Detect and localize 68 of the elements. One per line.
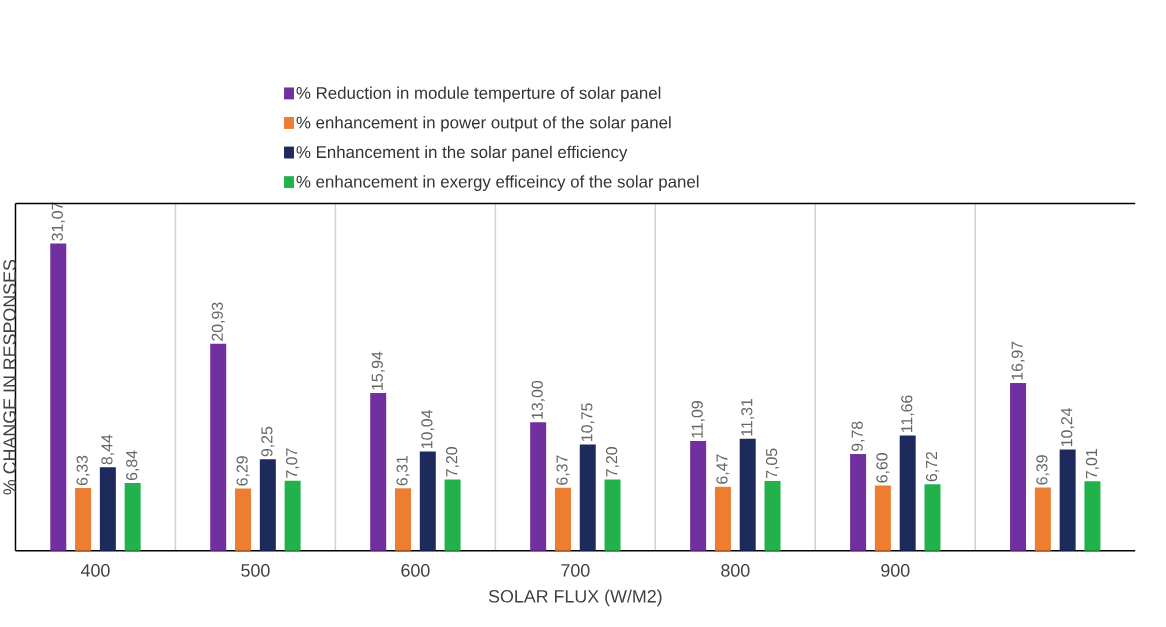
bar — [395, 488, 411, 551]
bar — [50, 243, 67, 551]
bar — [259, 459, 276, 551]
bar — [764, 481, 781, 551]
bar — [210, 343, 227, 551]
data-label: 11,09 — [691, 401, 705, 438]
data-label: 11,31 — [741, 399, 755, 436]
bar — [235, 488, 252, 551]
legend-label: % Enhancement in the solar panel efficiency — [296, 145, 628, 162]
data-label: 10,04 — [421, 410, 435, 449]
bar — [739, 438, 756, 551]
legend-label: % enhancement in exergy efficeincy of the solar panel — [296, 175, 699, 192]
bar — [99, 467, 116, 551]
bar — [444, 479, 461, 551]
x-tick-label: 500 — [241, 564, 270, 577]
bar — [579, 444, 596, 551]
bar — [1059, 449, 1076, 551]
data-label: 7,01 — [1085, 449, 1099, 479]
bar — [899, 435, 916, 551]
bar — [554, 487, 571, 551]
data-label: 7,05 — [765, 448, 780, 479]
bar — [714, 486, 731, 551]
bar — [1010, 382, 1027, 551]
bar — [284, 480, 301, 551]
data-label: 6,33 — [76, 455, 90, 486]
x-axis-title: SOLAR FLUX (W/M2) — [488, 589, 662, 607]
data-label: 16,97 — [1011, 341, 1025, 380]
data-label: 6,29 — [236, 456, 250, 486]
bar — [1084, 481, 1101, 551]
y-axis-title: % CHANGE IN RESPONSES — [3, 260, 16, 495]
bar — [419, 451, 436, 551]
bar — [850, 454, 867, 551]
bar — [124, 483, 141, 551]
data-label: 9,25 — [261, 426, 275, 457]
data-label: 7,20 — [606, 447, 620, 477]
data-label: 7,07 — [286, 448, 300, 478]
bar — [924, 484, 941, 551]
x-tick-label: 900 — [881, 564, 910, 577]
bar — [75, 488, 92, 551]
bar — [690, 441, 707, 551]
data-label: 9,78 — [851, 421, 865, 452]
data-label: 10,24 — [1061, 408, 1075, 447]
x-tick-label: 600 — [401, 564, 430, 577]
bar — [370, 393, 387, 551]
x-tick-label: 400 — [80, 564, 110, 577]
data-label: 13,00 — [531, 380, 545, 419]
data-label: 6,84 — [126, 450, 140, 481]
bar — [874, 485, 891, 551]
data-label: 8,44 — [101, 434, 115, 465]
data-label: 7,20 — [446, 447, 460, 477]
data-label: 31,07 — [51, 202, 65, 241]
bar — [530, 422, 547, 551]
data-label: 6,60 — [876, 453, 890, 483]
legend-label: % enhancement in power output of the solar panel — [296, 116, 671, 132]
x-tick-label: 800 — [721, 564, 750, 577]
data-label: 11,66 — [901, 395, 915, 433]
bar — [604, 479, 621, 551]
data-label: 6,47 — [716, 454, 730, 484]
data-label: 6,39 — [1036, 455, 1050, 485]
data-label: 6,37 — [556, 455, 570, 485]
data-label: 20,93 — [211, 302, 225, 341]
data-label: 10,75 — [581, 403, 595, 442]
x-tick-label: 700 — [561, 564, 590, 577]
data-label: 15,94 — [371, 351, 385, 390]
legend-label: % Reduction in module temperture of solar panel — [296, 86, 661, 103]
data-label: 6,72 — [925, 452, 940, 482]
data-label: 6,31 — [396, 456, 410, 486]
bar — [1034, 487, 1051, 551]
